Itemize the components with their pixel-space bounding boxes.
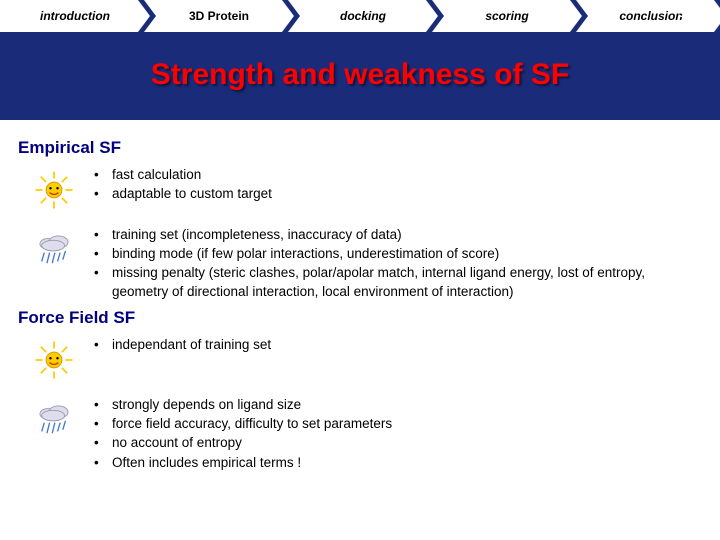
- bullet-text: adaptable to custom target: [112, 185, 700, 203]
- bullet-text: fast calculation: [112, 166, 700, 184]
- bullet-text: strongly depends on ligand size: [112, 396, 700, 414]
- content-area: Empirical SF •fast: [0, 120, 720, 540]
- bullet-text: binding mode (if few polar interactions,…: [112, 245, 700, 263]
- row-forcefield-cons: •strongly depends on ligand size •force …: [18, 396, 700, 473]
- slide-title: Strength and weakness of SF: [0, 58, 720, 92]
- row-forcefield-pros: •independant of training set: [18, 336, 700, 382]
- page-number: 30/34: [678, 6, 708, 20]
- sun-icon: [18, 336, 90, 382]
- section-title-forcefield: Force Field SF: [18, 308, 700, 328]
- nav-tab-3d-protein[interactable]: 3D Protein: [144, 0, 294, 32]
- rain-icon: [18, 226, 90, 272]
- row-empirical-pros: •fast calculation •adaptable to custom t…: [18, 166, 700, 212]
- bullet-text: Often includes empirical terms !: [112, 454, 700, 472]
- sun-icon: [18, 166, 90, 212]
- bullet-text: missing penalty (steric clashes, polar/a…: [112, 264, 700, 300]
- rain-icon: [18, 396, 90, 442]
- nav-tab-scoring[interactable]: scoring: [432, 0, 582, 32]
- nav-tab-introduction[interactable]: introduction: [0, 0, 150, 32]
- bullet-text: no account of entropy: [112, 434, 700, 452]
- nav-tabs: introduction 3D Protein docking scoring …: [0, 0, 720, 32]
- row-empirical-cons: •training set (incompleteness, inaccurac…: [18, 226, 700, 302]
- bullet-text: training set (incompleteness, inaccuracy…: [112, 226, 700, 244]
- section-title-empirical: Empirical SF: [18, 138, 700, 158]
- bullet-text: force field accuracy, difficulty to set …: [112, 415, 700, 433]
- bullet-text: independant of training set: [112, 336, 700, 354]
- nav-tab-docking[interactable]: docking: [288, 0, 438, 32]
